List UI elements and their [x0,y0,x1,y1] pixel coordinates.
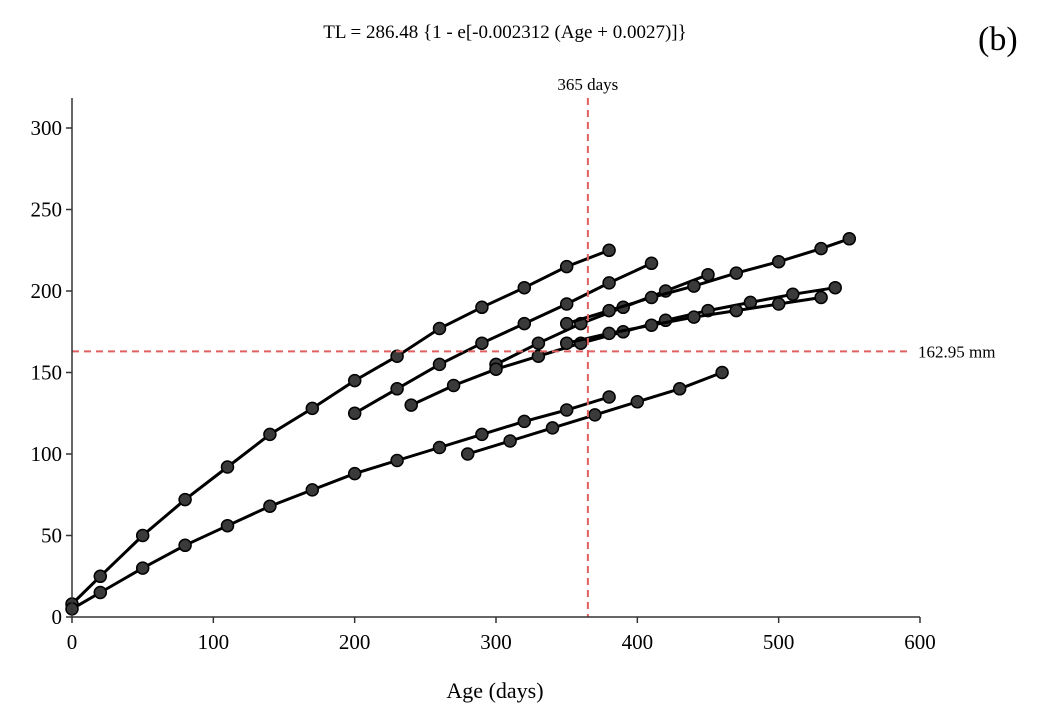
series-line-2 [495,273,709,366]
data-point [178,538,192,553]
data-point [729,266,744,280]
data-point [771,297,786,311]
data-point [489,362,503,376]
y-tick-label: 100 [31,442,63,466]
data-point [545,421,560,435]
data-point [814,241,828,256]
x-tick-label: 100 [198,630,230,654]
data-point [517,414,532,429]
data-point [729,303,744,318]
x-tick-label: 300 [480,630,512,654]
series-line-0 [70,248,610,606]
data-point [460,447,475,461]
data-point [672,382,687,396]
series-line-7 [71,395,610,611]
data-point [701,267,715,282]
x-tick-label: 600 [904,630,936,654]
data-point [178,492,192,507]
data-point [814,290,828,305]
y-tick-label: 0 [52,605,63,629]
data-point [644,318,659,332]
data-point [559,403,574,417]
data-point [644,256,659,271]
data-point [559,297,574,311]
data-point [390,382,404,396]
data-point [531,336,546,350]
data-point [475,427,489,442]
tick-labels: 0 100 200 300 400 500 600 0 50 100 150 200 250 300 [31,116,936,654]
x-tick-label: 0 [67,630,78,654]
reference-lines [72,98,910,617]
data-point [347,373,362,388]
data-point [559,316,574,331]
data-point [93,569,108,584]
x-tick-label: 200 [339,630,371,654]
data-point [602,276,616,290]
y-tick-label: 300 [31,116,63,140]
panel-label: (b) [978,21,1018,58]
data-point [588,408,602,422]
data-marks [65,232,857,616]
data-point [432,440,447,455]
series-line-3 [566,237,850,326]
horizontal-reference-label: 162.95 mm [918,342,995,361]
data-point [559,336,574,350]
data-point [602,326,616,341]
data-point [135,561,150,575]
data-point [305,483,320,497]
data-point [517,280,532,295]
data-point [828,280,842,295]
data-point [842,232,857,246]
data-point [687,279,701,293]
data-point [687,310,701,324]
data-point [517,316,532,331]
data-point [602,303,616,318]
x-tick-label: 400 [622,630,654,654]
data-point [432,357,447,372]
data-point [93,585,108,600]
data-point [305,401,320,416]
data-point [630,395,645,409]
data-point [220,460,235,474]
data-point [602,243,616,258]
data-point [475,336,489,350]
data-point [135,528,150,543]
data-point [715,365,729,380]
data-point [531,349,546,363]
y-tick-label: 150 [31,361,63,385]
data-point [432,321,447,336]
data-point [786,287,800,302]
chart-title: TL = 286.48 {1 - e[-0.002312 (Age + 0.00… [323,22,686,43]
vertical-reference-label: 365 days [557,75,618,94]
y-tick-label: 50 [41,524,62,548]
data-point [404,398,418,412]
y-tick-label: 200 [31,279,63,303]
data-point [263,427,277,442]
data-point [347,466,362,481]
data-point [475,300,489,315]
data-point [644,290,659,305]
series-line-1 [353,261,653,415]
data-point [220,518,235,533]
x-axis-title: Age (days) [446,678,543,703]
data-point [263,499,277,513]
data-point [347,406,362,421]
data-point [559,259,574,274]
data-point [602,390,616,404]
y-tick-label: 250 [31,198,63,222]
data-point [503,434,517,448]
data-point [446,378,461,393]
data-point [771,254,786,269]
x-tick-label: 500 [763,630,795,654]
data-point [390,349,404,363]
data-point [390,453,404,468]
